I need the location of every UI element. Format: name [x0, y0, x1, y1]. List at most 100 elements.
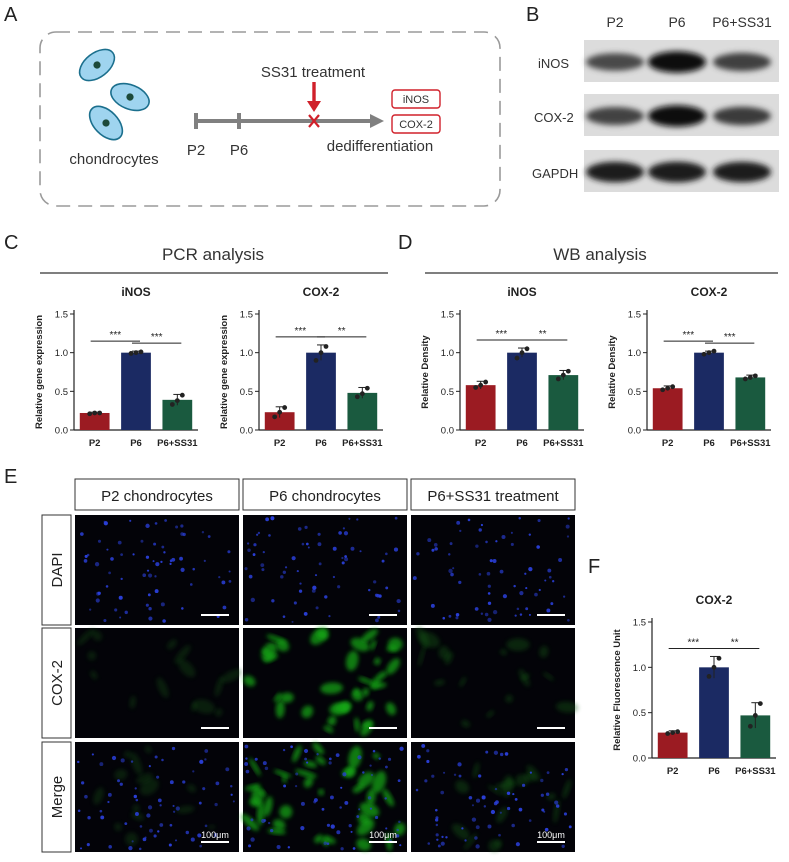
data-point-p6-ss31: [752, 712, 758, 718]
x-tick-label-p6-ss31: P6+SS31: [157, 438, 198, 449]
data-point-p2: [483, 379, 489, 385]
y-axis-label: Relative Density: [420, 335, 431, 409]
bar-p6: [121, 352, 151, 430]
column-header-box: [74, 478, 240, 511]
significance-label: **: [731, 637, 739, 648]
data-point-p6: [514, 355, 520, 361]
data-point-p6: [519, 350, 525, 356]
pcr-title: PCR analysis: [162, 245, 264, 264]
data-point-p2: [277, 409, 283, 415]
chart-title: iNOS: [507, 285, 536, 299]
section-titles-cd: PCR analysis WB analysis: [40, 245, 778, 274]
significance-label: ***: [682, 330, 694, 341]
data-point-p6-ss31: [747, 723, 753, 729]
data-point-p6-ss31: [757, 701, 763, 706]
data-point-p6-ss31: [364, 385, 370, 391]
blot-row-label-cox2: COX-2: [534, 110, 574, 125]
data-point-p6: [313, 358, 319, 363]
y-tick-label: 0.5: [55, 387, 68, 398]
y-tick-label: 1.5: [628, 310, 641, 321]
wb-title: WB analysis: [553, 245, 647, 264]
x-tick-label-p6: P6: [315, 438, 327, 449]
row-label-box: [41, 741, 72, 853]
y-tick-label: 1.0: [633, 663, 646, 674]
blot-band-gapdh-p2: [586, 161, 644, 183]
blot-band-cox-2-p6-ss31: [713, 106, 771, 126]
chart-wb-inos: iNOS Relative Density 0.0 0.5 1.0 1.5 P2 P6 P6+S…: [420, 285, 584, 449]
cell-illustration: [78, 48, 150, 141]
column-header-p2-chondrocytes: P2 chondrocytes: [101, 488, 213, 505]
blot-band-cox-2-p6: [648, 105, 706, 127]
x-tick-label-p6: P6: [703, 438, 715, 449]
cell-3: [88, 105, 124, 141]
y-tick-label: 0.5: [633, 708, 646, 719]
data-point-p2: [97, 410, 103, 416]
lane-label-p6: P6: [668, 14, 685, 30]
bar-p6-ss31: [347, 392, 378, 430]
panel-letter-b: B: [526, 4, 540, 26]
x-tick-label-p2: P2: [662, 438, 674, 449]
y-tick-label: 0.0: [633, 754, 646, 765]
x-tick-label-p6: P6: [130, 438, 142, 449]
blot-row-label-gapdh: GAPDH: [532, 166, 578, 181]
micrograph-cox-2-2: [243, 627, 407, 738]
scale-bar-label: 100μm: [369, 830, 397, 840]
data-point-p2: [282, 405, 288, 410]
bar-p6: [694, 352, 724, 430]
blot-row-label-inos: iNOS: [538, 56, 569, 71]
marker-inos: iNOS: [403, 94, 429, 106]
column-header-box: [410, 478, 576, 511]
y-tick-label: 0.5: [628, 387, 641, 398]
data-point-p2: [665, 385, 671, 391]
cell-2: [110, 82, 150, 112]
micrograph-cox-2-1: [75, 628, 243, 738]
chart-if-cox2: COX-2 Relative Fluorescence Unit 0.0 0.5 1.0…: [612, 593, 776, 777]
y-tick-label: 1.0: [628, 348, 641, 359]
data-point-p6-ss31: [752, 373, 758, 379]
row-label-cox-2: COX-2: [49, 660, 66, 706]
bar-p2: [657, 732, 688, 758]
data-point-p6: [706, 674, 712, 679]
chart-title: iNOS: [121, 285, 150, 299]
cell-1: [78, 48, 116, 82]
treatment-arrow: [307, 82, 321, 128]
chart-title: COX-2: [696, 593, 733, 607]
column-header-p6-chondrocytes: P6 chondrocytes: [269, 488, 381, 505]
y-axis-label: Relative gene expression: [219, 315, 230, 429]
data-point-p6: [128, 351, 134, 356]
data-point-p6: [711, 348, 717, 354]
cells-label: chondrocytes: [69, 151, 158, 168]
micrograph-grid: 100μm 100μm 100μm: [75, 515, 579, 852]
y-tick-label: 0.0: [240, 426, 253, 437]
panel-letter-a: A: [4, 4, 18, 26]
data-point-p2: [92, 410, 98, 416]
column-header-p6-ss31-treatment: P6+SS31 treatment: [427, 488, 559, 505]
y-tick-label: 1.5: [633, 618, 646, 629]
data-point-p6: [133, 350, 139, 356]
bar-p6: [306, 352, 336, 430]
y-axis-label: Relative Fluorescence Unit: [612, 628, 623, 750]
row-label-box: [41, 514, 72, 626]
micrograph-merge-1: 100μm: [75, 742, 239, 852]
x-tick-label-p2: P2: [274, 438, 286, 449]
x-tick-label-p2: P2: [475, 438, 487, 449]
lane-label-p6-ss31: P6+SS31: [712, 14, 772, 30]
data-point-p6: [701, 351, 707, 357]
blot-strips: [584, 40, 779, 192]
data-point-p6: [323, 344, 329, 349]
data-point-p6-ss31: [354, 394, 360, 400]
data-point-p2: [670, 384, 676, 390]
data-point-p6-ss31: [560, 372, 566, 378]
y-tick-label: 1.5: [441, 310, 454, 321]
timeline-arrow: [194, 113, 384, 129]
micrograph-dapi-1: [75, 515, 239, 625]
y-tick-label: 0.0: [441, 426, 454, 437]
panel-letter-e: E: [4, 466, 18, 488]
data-point-p6: [524, 346, 530, 352]
chart-title: COX-2: [303, 285, 340, 299]
x-tick-label-p6-ss31: P6+SS31: [735, 766, 776, 777]
marker-boxes: iNOS COX-2: [391, 89, 441, 134]
scale-bar-label: 100μm: [537, 830, 565, 840]
lane-label-p2: P2: [606, 14, 623, 30]
blot-band-inos-p2: [586, 53, 644, 71]
